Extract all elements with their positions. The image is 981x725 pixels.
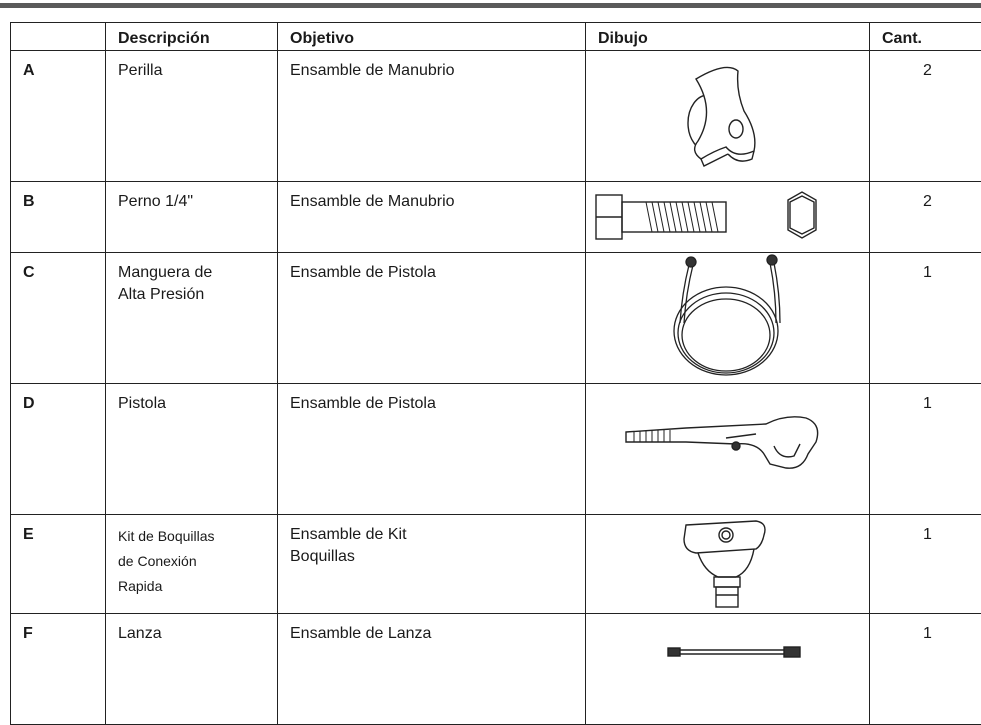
drawing-cell — [586, 182, 870, 253]
nozzle-kit-drawing — [586, 515, 870, 613]
quantity-cell: 1 — [870, 614, 981, 725]
table-row: F Lanza Ensamble de Lanza 1 — [11, 614, 981, 725]
text-line: Perno 1/4" — [118, 191, 265, 213]
table-row: B Perno 1/4" Ensamble de Manubrio 2 — [11, 182, 981, 253]
text-line: de Conexión — [118, 549, 265, 574]
table-row: D Pistola Ensamble de Pistola 1 — [11, 384, 981, 515]
text-line: Ensamble de Kit — [290, 524, 573, 546]
header-cell: Descripción — [106, 23, 278, 51]
text-line: Alta Presión — [118, 284, 265, 306]
description-cell: Perilla — [106, 51, 278, 182]
text-line: Lanza — [118, 623, 265, 645]
key-cell: E — [11, 515, 106, 614]
drawing-cell — [586, 253, 870, 384]
gun-drawing — [586, 384, 870, 514]
key-cell: F — [11, 614, 106, 725]
header-cell — [11, 23, 106, 51]
purpose-cell: Ensamble de Lanza — [278, 614, 586, 725]
quantity-cell: 1 — [870, 253, 981, 384]
text-line: Ensamble de Manubrio — [290, 191, 573, 213]
text-line: Pistola — [118, 393, 265, 415]
quantity-cell: 2 — [870, 182, 981, 253]
drawing-cell — [586, 614, 870, 725]
text-line: Perilla — [118, 60, 265, 82]
quantity-cell: 1 — [870, 515, 981, 614]
description-cell: Pistola — [106, 384, 278, 515]
purpose-cell: Ensamble de Pistola — [278, 384, 586, 515]
quantity-cell: 1 — [870, 384, 981, 515]
purpose-cell: Ensamble de Manubrio — [278, 182, 586, 253]
purpose-cell: Ensamble de Manubrio — [278, 51, 586, 182]
hose-drawing — [586, 253, 870, 383]
key-cell: A — [11, 51, 106, 182]
top-rule — [0, 3, 981, 8]
text-line: Manguera de — [118, 262, 265, 284]
knob-drawing — [586, 51, 870, 181]
text-line: Ensamble de Lanza — [290, 623, 573, 645]
text-line: Ensamble de Pistola — [290, 262, 573, 284]
text-line: Boquillas — [290, 546, 573, 568]
text-line: Rapida — [118, 574, 265, 599]
header-cell: Objetivo — [278, 23, 586, 51]
text-line: Kit de Boquillas — [118, 524, 265, 549]
table-row: A Perilla Ensamble de Manubrio 2 — [11, 51, 981, 182]
key-cell: B — [11, 182, 106, 253]
drawing-cell — [586, 51, 870, 182]
header-cell: Cant. — [870, 23, 981, 51]
purpose-cell: Ensamble de Pistola — [278, 253, 586, 384]
header-cell: Dibujo — [586, 23, 870, 51]
text-line: Ensamble de Manubrio — [290, 60, 573, 82]
drawing-cell — [586, 515, 870, 614]
description-cell: Perno 1/4" — [106, 182, 278, 253]
lance-drawing — [586, 614, 870, 724]
key-cell: D — [11, 384, 106, 515]
text-line: Ensamble de Pistola — [290, 393, 573, 415]
bolt-drawing — [586, 182, 870, 252]
drawing-cell — [586, 384, 870, 515]
description-cell: Lanza — [106, 614, 278, 725]
key-cell: C — [11, 253, 106, 384]
quantity-cell: 2 — [870, 51, 981, 182]
